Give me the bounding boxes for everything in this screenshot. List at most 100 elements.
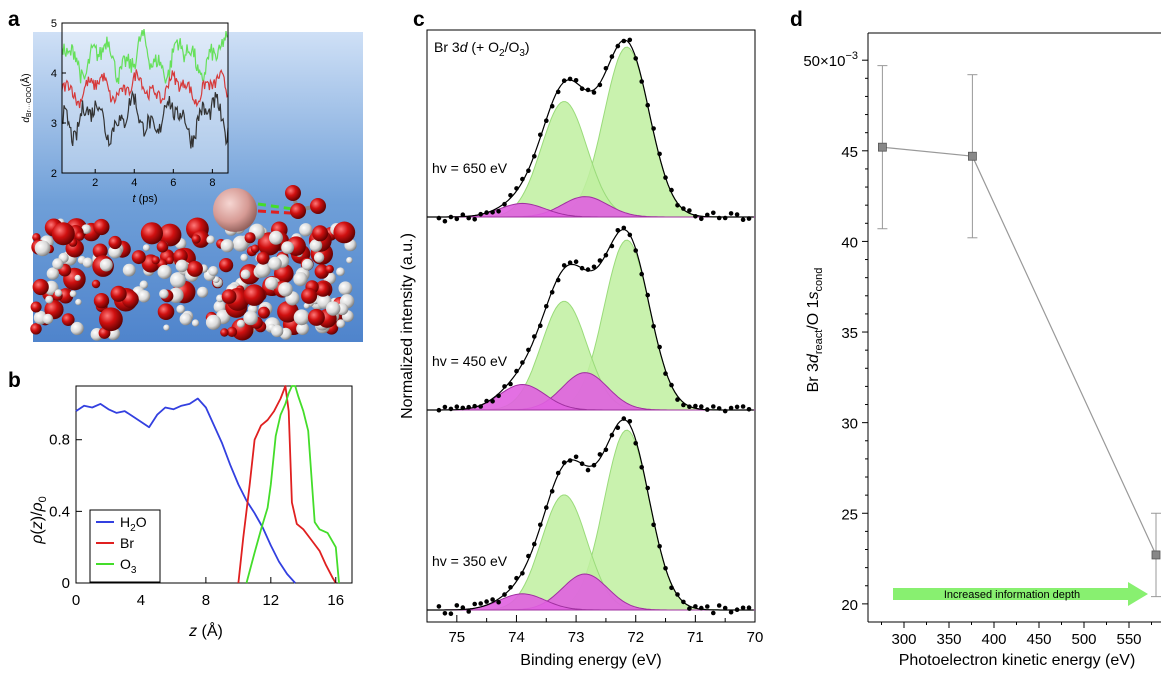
hydrogen-atom <box>52 258 64 270</box>
c-data-point <box>573 454 579 460</box>
oxygen-atom <box>93 293 110 309</box>
density-profile-plot: 0 4 8 12 16 0 0.4 0.8 <box>49 385 353 609</box>
c-data-point <box>681 599 686 605</box>
c-data-point <box>639 271 644 277</box>
c-data-point <box>561 78 567 83</box>
inset-red-trace <box>61 68 229 109</box>
c-data-point <box>472 217 478 222</box>
c-data-point <box>603 447 609 453</box>
c-data-point <box>466 609 472 614</box>
hydrogen-atom <box>336 319 346 329</box>
hydrogen-atom <box>108 244 122 259</box>
hydrogen-atom <box>176 304 185 314</box>
c-data-point <box>627 419 633 424</box>
c-data-point <box>478 404 484 409</box>
c-data-point <box>657 344 662 350</box>
d-y-top-label-exp: −3 <box>845 50 858 62</box>
oxygen-atom <box>32 278 49 296</box>
hydrogen-atom <box>159 289 169 299</box>
hydrogen-atom <box>240 253 248 262</box>
c-data-point <box>615 228 621 233</box>
c-x-tick-label: 75 <box>448 629 465 646</box>
inset-ylabel: dBr···OOO(Å) <box>19 73 33 122</box>
hydrogen-atom <box>326 301 341 316</box>
c-data-point <box>597 82 603 88</box>
oxygen-atom <box>99 307 123 332</box>
inset-y-tick-label: 3 <box>51 118 57 130</box>
c-data-point <box>448 611 454 616</box>
panel-a: a 2 4 6 8 2 3 4 5 dBr···OOO(Å) t (ps) <box>8 8 363 342</box>
inset-gray-trace <box>61 90 229 149</box>
panel-label-b: b <box>8 369 21 392</box>
ratio-plot: 300 350 400 450 500 550 20 25 30 35 40 45 50×10−3 Inc… <box>803 50 1161 648</box>
hydrogen-atom <box>122 263 136 277</box>
hydrogen-atom <box>139 280 148 289</box>
c-data-point <box>633 56 638 61</box>
inset-y-tick-label: 2 <box>51 168 57 180</box>
hydrogen-atom <box>82 257 93 268</box>
hydrogen-atom <box>34 240 51 257</box>
hydrogen-atom <box>191 319 200 327</box>
hydrogen-atom <box>81 224 92 235</box>
c-data-point <box>609 432 615 438</box>
oxygen-atom <box>219 258 234 273</box>
b-x-tick-label: 0 <box>72 592 80 609</box>
d-x-tick-label: 500 <box>1071 631 1096 648</box>
hydrogen-atom <box>208 266 219 276</box>
inset-x-tick-label: 6 <box>170 177 176 189</box>
c-data-point <box>484 210 489 215</box>
c-data-point <box>502 384 507 389</box>
oxygen-atom <box>165 256 174 265</box>
c-data-point <box>639 465 644 470</box>
hydrogen-atom <box>157 264 172 279</box>
hydrogen-atom <box>74 274 81 281</box>
c-data-point <box>621 416 627 421</box>
c-ylabel: Normalized intensity (a.u.) <box>399 233 416 419</box>
c-data-point <box>681 402 686 408</box>
hydrogen-atom <box>206 235 215 244</box>
c-data-point <box>526 347 531 353</box>
c-data-point <box>705 212 710 218</box>
c-data-point <box>526 553 531 559</box>
oxygen-atom <box>30 301 42 313</box>
hydrogen-atom <box>293 309 310 326</box>
c-data-point <box>466 404 472 410</box>
c-data-point <box>526 168 531 173</box>
c-data-point <box>490 399 495 404</box>
c-data-point <box>573 259 579 265</box>
d-data-point <box>1151 550 1161 560</box>
c-data-point <box>722 605 728 611</box>
c-data-point <box>687 208 692 213</box>
c-data-point <box>645 102 650 108</box>
c-data-point <box>448 406 454 412</box>
c-data-point <box>699 216 704 222</box>
c-data-point <box>508 381 513 387</box>
c-data-point <box>633 441 638 446</box>
c-xlabel: Binding energy (eV) <box>520 652 661 669</box>
c-data-point <box>681 206 686 211</box>
hydrogen-atom <box>197 286 209 298</box>
legend-b-label: O3 <box>120 556 137 576</box>
c-data-point <box>663 371 668 376</box>
c-data-point <box>645 292 650 298</box>
xps-spectra: hv = 650 eV hv = 450 eV hv = 350 eV 75 74 73 7… <box>426 37 764 646</box>
oxygen-atom <box>92 243 108 259</box>
c-data-point <box>555 470 561 476</box>
c-data-point <box>484 398 489 404</box>
c-x-tick-label: 70 <box>747 629 764 646</box>
c-x-tick-label: 74 <box>508 629 525 646</box>
c-data-point <box>502 201 507 207</box>
c-data-point <box>460 405 466 411</box>
hydrogen-atom <box>269 230 283 245</box>
c-data-point <box>651 324 656 329</box>
c-data-point <box>520 571 525 576</box>
c-spectrum-label: hv = 650 eV <box>432 160 508 176</box>
c-data-point <box>472 601 478 607</box>
c-data-point <box>639 79 644 84</box>
b-series-h2o <box>75 397 296 584</box>
c-data-point <box>728 211 734 216</box>
d-xlabel: Photoelectron kinetic energy (eV) <box>899 652 1136 669</box>
hydrogen-atom <box>299 223 313 237</box>
c-data-point <box>746 605 752 610</box>
